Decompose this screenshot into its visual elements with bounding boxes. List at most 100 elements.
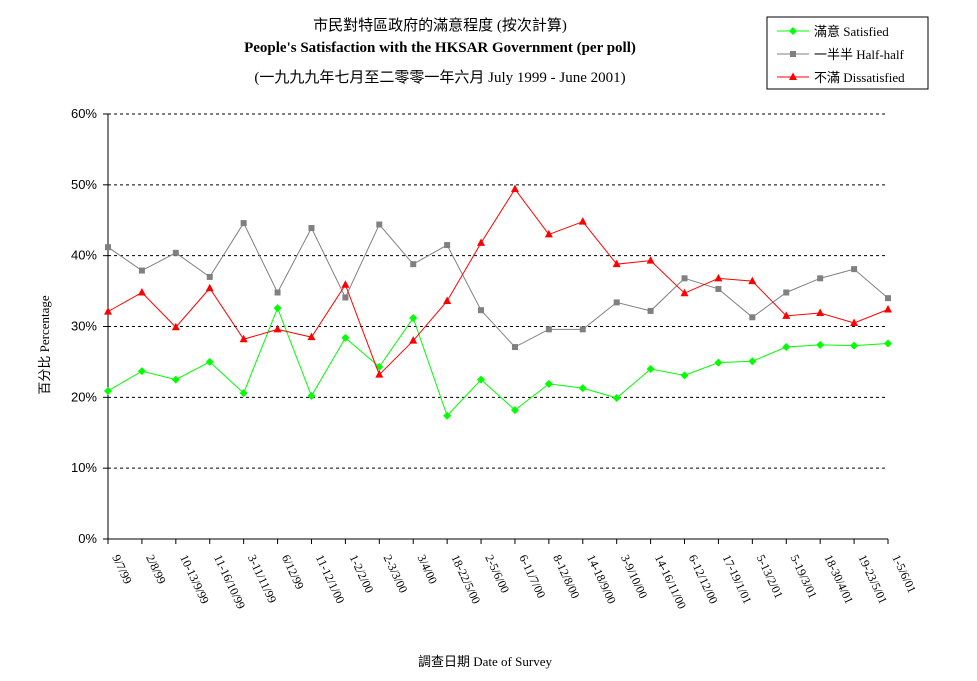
x-tick-label: 3/4/00 <box>414 552 440 586</box>
data-point <box>647 307 654 314</box>
y-tick-label: 50% <box>71 177 97 192</box>
x-tick-label: 3-11/11/99 <box>245 552 280 605</box>
data-point <box>850 341 859 350</box>
data-point <box>477 375 486 384</box>
data-point <box>612 259 621 268</box>
data-point <box>714 273 723 282</box>
data-point <box>477 238 486 246</box>
legend-marker <box>789 72 797 80</box>
data-point <box>578 384 587 393</box>
data-point <box>273 324 282 333</box>
data-point <box>307 332 316 341</box>
y-tick-label: 30% <box>71 319 97 334</box>
x-tick-label: 2-3/3/00 <box>381 552 411 595</box>
series-0 <box>104 304 892 420</box>
data-point <box>885 295 891 302</box>
data-point <box>646 256 655 264</box>
x-tick-label: 1-2/2/00 <box>347 552 377 595</box>
series-2 <box>104 184 892 378</box>
x-tick-label: 18-22/5/00 <box>448 552 483 606</box>
data-point <box>239 334 248 343</box>
chart-date-range: (一九九九年七月至二零零一年六月 July 1999 - June 2001) <box>254 70 626 86</box>
x-tick-label: 5-19/3/01 <box>788 552 820 600</box>
data-point <box>342 294 349 301</box>
data-point <box>104 307 112 315</box>
data-point <box>748 276 757 285</box>
y-axis-label: 百分比 Percentage <box>37 295 52 395</box>
data-point <box>545 326 552 333</box>
x-tick-label: 2/8/99 <box>143 552 169 586</box>
axes <box>103 113 889 544</box>
chart-subtitle: People's Satisfaction with the HKSAR Gov… <box>244 40 636 56</box>
x-tick-label: 14-18/9/00 <box>584 552 619 606</box>
legend-label: 一半半 Half-half <box>814 47 905 62</box>
data-point <box>205 357 214 366</box>
data-point <box>680 288 689 297</box>
data-point <box>816 340 825 349</box>
data-point <box>341 333 350 342</box>
x-tick-label: 10-13/9/99 <box>177 552 212 606</box>
data-point <box>172 249 179 256</box>
legend-marker <box>789 27 797 35</box>
data-point <box>715 285 722 292</box>
legend-marker <box>790 51 796 57</box>
legend-label: 不滿 Dissatisfied <box>814 70 905 85</box>
data-point <box>308 225 315 232</box>
gridlines <box>108 113 888 469</box>
x-tick-labels: 9/7/99 2/8/99 10-13/9/9911-16/10/993-11/11… <box>109 552 919 611</box>
data-point <box>749 314 756 321</box>
data-point <box>376 221 383 228</box>
series-line <box>107 222 889 348</box>
data-point <box>510 406 519 415</box>
data-point <box>510 184 519 193</box>
data-point <box>613 299 620 306</box>
data-point <box>544 379 553 388</box>
data-point <box>375 370 384 378</box>
data-point <box>443 411 452 420</box>
data-point <box>544 229 553 238</box>
series-line <box>107 306 889 417</box>
data-point <box>579 326 586 333</box>
data-point <box>137 288 146 296</box>
x-tick-label: 2-5/6/00 <box>482 552 512 595</box>
x-tick-label: 6-11/7/00 <box>516 552 548 600</box>
x-tick-label: 17-19/1/01 <box>720 552 755 606</box>
data-point <box>578 217 587 225</box>
data-point <box>884 305 892 313</box>
data-point <box>681 275 688 282</box>
data-point <box>443 296 452 304</box>
data-point <box>171 322 180 331</box>
y-tick-label: 20% <box>71 389 97 404</box>
data-point <box>307 391 316 400</box>
legend: 滿意 Satisfied 一半半 Half-half 不滿 Dissatisfied <box>766 16 929 90</box>
x-tick-label: 18-30/4/01 <box>821 552 856 606</box>
x-tick-label: 19-23/5/01 <box>855 552 890 606</box>
x-tick-label: 9/7/99 <box>109 552 135 586</box>
data-point <box>273 304 282 313</box>
data-point <box>782 343 791 352</box>
data-point <box>646 365 655 373</box>
data-point <box>409 336 418 344</box>
x-tick-label: 11-16/10/99 <box>211 552 248 611</box>
data-point <box>817 275 824 282</box>
data-point <box>612 394 621 403</box>
data-point <box>816 308 825 317</box>
y-tick-label: 40% <box>71 248 97 263</box>
data-point <box>206 273 213 280</box>
x-tick-label: 11-12/1/00 <box>313 552 348 605</box>
data-point <box>511 344 518 351</box>
data-point <box>410 261 417 268</box>
y-tick-label: 60% <box>71 106 97 121</box>
data-point <box>714 358 723 367</box>
data-point <box>138 267 145 274</box>
x-tick-label: 1-5/6/01 <box>889 552 919 595</box>
data-point <box>137 367 146 376</box>
data-point <box>783 289 790 296</box>
y-tick-label: 0% <box>78 531 97 546</box>
data-point <box>680 371 689 380</box>
data-point <box>240 220 247 227</box>
chart-title: 市民對特區政府的滿意程度 (按次計算) <box>313 18 567 34</box>
x-axis-label: 調查日期 Date of Survey <box>418 654 552 669</box>
x-tick-label: 14-16/11/00 <box>652 552 689 611</box>
